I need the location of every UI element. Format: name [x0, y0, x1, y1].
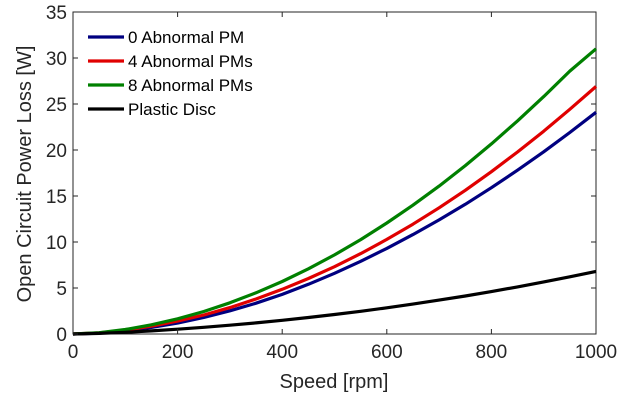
- y-axis-title: Open Circuit Power Loss [W]: [14, 46, 36, 303]
- y-tick-label: 15: [46, 187, 67, 208]
- x-tick-label: 800: [476, 342, 508, 363]
- x-tick-label: 0: [68, 342, 79, 363]
- plot-frame: [72, 11, 597, 335]
- ticks-layer: 0 200 400 600 800 1000 0 5 10 15 20 25 30 35: [46, 3, 617, 363]
- legend-label: 4 Abnormal PMs: [128, 52, 253, 71]
- series-line-8-abnormal-pms: [72, 47, 598, 336]
- x-tick-label: 1000: [575, 342, 617, 363]
- y-tick-label: 25: [46, 95, 67, 116]
- series-line-4-abnormal-pms: [72, 85, 598, 336]
- legend-label: 8 Abnormal PMs: [128, 76, 253, 95]
- x-tick-label: 200: [162, 342, 194, 363]
- y-tick-label: 10: [46, 233, 67, 254]
- series-line-plastic-disc: [72, 269, 597, 336]
- x-axis-title: Speed [rpm]: [280, 371, 389, 393]
- plot-area: [72, 11, 597, 335]
- y-tick-label: 30: [46, 49, 67, 70]
- y-tick-label: 35: [46, 3, 67, 24]
- legend: 0 Abnormal PM 4 Abnormal PMs 8 Abnormal PM…: [88, 28, 253, 119]
- series-layer: [72, 47, 598, 336]
- legend-label: Plastic Disc: [128, 100, 216, 119]
- y-tick-label: 5: [56, 279, 67, 300]
- legend-label: 0 Abnormal PM: [128, 28, 244, 47]
- y-tick-label: 0: [56, 325, 67, 346]
- y-tick-label: 20: [46, 141, 67, 162]
- x-tick-label: 400: [266, 342, 298, 363]
- x-tick-label: 600: [371, 342, 403, 363]
